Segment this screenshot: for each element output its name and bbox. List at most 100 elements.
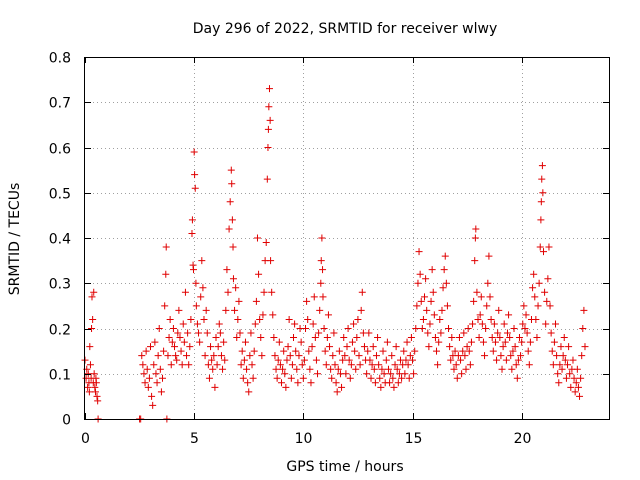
data-point [407, 334, 415, 342]
data-point [228, 180, 236, 188]
data-point [257, 334, 265, 342]
data-point [382, 356, 390, 364]
data-point [88, 293, 96, 301]
data-point [413, 302, 421, 310]
data-point [340, 334, 348, 342]
data-point [154, 352, 162, 360]
data-point [367, 374, 375, 382]
data-point [436, 315, 444, 323]
data-point [442, 279, 450, 287]
data-point [190, 266, 198, 274]
data-point [205, 374, 213, 382]
data-point [246, 352, 254, 360]
data-point [152, 370, 160, 378]
data-point [427, 297, 435, 305]
data-point [350, 320, 358, 328]
data-point [546, 302, 554, 310]
data-point [566, 370, 574, 378]
data-point [259, 311, 267, 319]
data-point [471, 234, 479, 242]
data-point [297, 338, 305, 346]
data-point [323, 334, 331, 342]
data-point [210, 352, 218, 360]
data-point [402, 356, 410, 364]
data-point [554, 370, 562, 378]
data-point [322, 361, 330, 369]
y-tick-label: 0.2 [49, 323, 71, 339]
data-point [364, 347, 372, 355]
data-point [84, 383, 92, 391]
data-point [552, 320, 560, 328]
data-point [547, 329, 555, 337]
data-point [422, 275, 430, 283]
data-point [179, 320, 187, 328]
data-point [517, 352, 525, 360]
data-point [352, 365, 360, 373]
data-point [556, 361, 564, 369]
data-point [270, 334, 278, 342]
data-point [500, 320, 508, 328]
x-axis-label: GPS time / hours [286, 459, 403, 475]
data-point [391, 361, 399, 369]
data-point [188, 216, 196, 224]
data-point [164, 352, 172, 360]
data-point [419, 315, 427, 323]
data-point [485, 252, 493, 260]
data-point [319, 266, 327, 274]
data-point [428, 266, 436, 274]
data-point [535, 279, 543, 287]
data-point [570, 374, 578, 382]
data-point [175, 306, 183, 314]
data-point [509, 347, 517, 355]
data-point [188, 229, 196, 237]
data-point [195, 329, 203, 337]
data-point [433, 347, 441, 355]
data-point [434, 361, 442, 369]
data-point [431, 334, 439, 342]
data-point [489, 347, 497, 355]
data-point [473, 288, 481, 296]
data-point [445, 325, 453, 332]
data-point [479, 338, 487, 346]
data-point [177, 347, 185, 355]
y-tick-label: 0.8 [49, 51, 71, 67]
data-point [286, 352, 294, 360]
data-point [215, 320, 223, 328]
data-point [225, 225, 233, 233]
data-point [304, 315, 312, 323]
data-point [311, 334, 319, 342]
data-point [178, 361, 186, 369]
data-point [532, 315, 540, 323]
data-point [403, 338, 411, 346]
data-point [439, 284, 447, 292]
data-point [306, 365, 314, 373]
y-tick-label: 0.6 [49, 142, 71, 158]
data-point [441, 252, 449, 260]
data-point [481, 352, 489, 360]
data-point [156, 365, 164, 373]
data-point [162, 270, 170, 278]
data-point [279, 365, 287, 373]
data-point [503, 329, 511, 337]
data-point [475, 334, 483, 342]
data-point [490, 320, 498, 328]
data-point [505, 311, 513, 319]
data-point [305, 347, 313, 355]
data-point [538, 175, 546, 183]
data-point [565, 343, 573, 351]
data-point [406, 352, 414, 360]
x-tick-label: 10 [295, 431, 313, 447]
data-point [236, 329, 244, 337]
data-point [573, 365, 581, 373]
data-point [550, 338, 558, 346]
data-point [564, 361, 572, 369]
data-point [545, 243, 553, 251]
data-point [88, 325, 96, 332]
data-point [283, 356, 291, 364]
data-point [161, 302, 169, 310]
data-point [247, 329, 255, 337]
data-point [520, 302, 528, 310]
data-point [496, 334, 504, 342]
data-point [426, 320, 434, 328]
data-point [461, 352, 469, 360]
